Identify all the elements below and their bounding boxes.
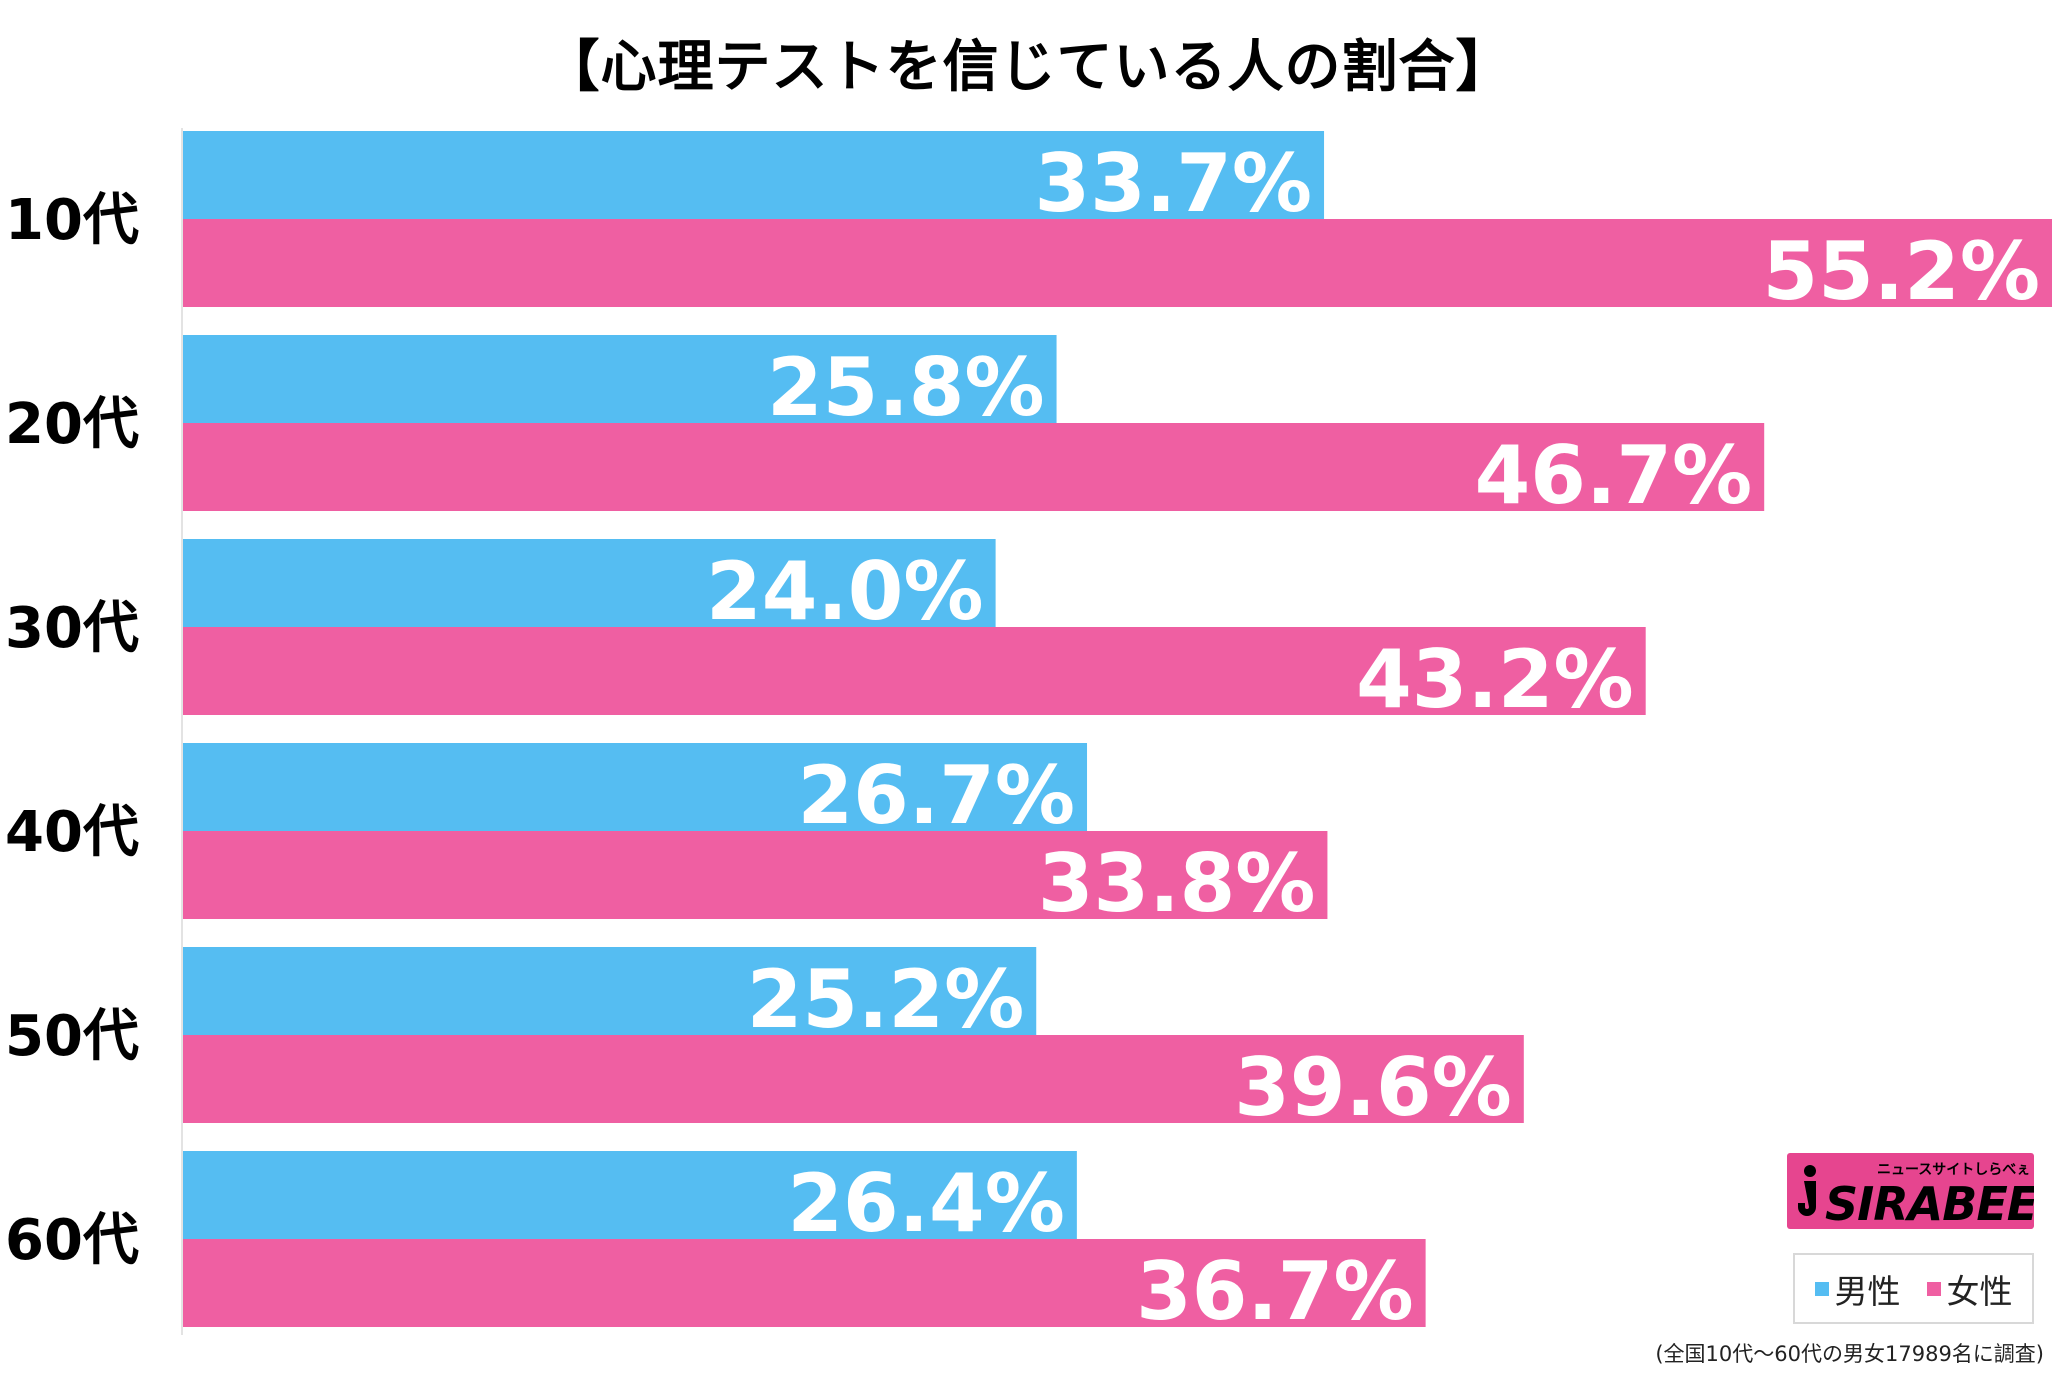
bar-female-4	[183, 831, 1328, 919]
bar-female-2	[183, 423, 1765, 511]
bar-male-5	[183, 947, 1037, 1035]
legend-label-female: 女性	[1946, 1271, 2013, 1311]
value-label-male-5: 25.2%	[747, 953, 1025, 1046]
bar-female-1	[183, 219, 2052, 307]
bar-male-6	[183, 1151, 1077, 1239]
value-label-female-4: 33.8%	[1038, 837, 1316, 930]
value-label-female-2: 46.7%	[1475, 429, 1753, 522]
legend-item-male: 男性	[1814, 1265, 1901, 1313]
logo-text: SIRABEE	[1825, 1177, 2034, 1229]
bar-male-2	[183, 335, 1057, 423]
value-label-male-1: 33.7%	[1034, 137, 1312, 230]
value-label-female-1: 55.2%	[1762, 225, 2040, 318]
chart-title: 【心理テストを信じている人の割合】	[543, 35, 1513, 100]
category-label-6: 60代	[5, 1208, 139, 1273]
bar-female-5	[183, 1035, 1524, 1123]
sirabee-logo: ニュースサイトしらべぇ SIRABEE	[1787, 1153, 2034, 1229]
bar-male-4	[183, 743, 1088, 831]
legend-label-male: 男性	[1834, 1271, 1901, 1311]
value-label-female-3: 43.2%	[1356, 633, 1634, 726]
bar-female-6	[183, 1239, 1426, 1327]
bar-female-3	[183, 627, 1646, 715]
bar-male-1	[183, 131, 1325, 219]
category-label-5: 50代	[5, 1004, 139, 1069]
logo-mark-icon	[1798, 1165, 1816, 1216]
value-label-male-6: 26.4%	[787, 1157, 1065, 1250]
legend: 男性 女性	[1793, 1253, 2034, 1324]
value-label-female-6: 36.7%	[1136, 1245, 1414, 1338]
legend-item-female: 女性	[1926, 1265, 2013, 1313]
value-label-female-5: 39.6%	[1234, 1041, 1512, 1134]
footnote: (全国10代〜60代の男女17989名に調査)	[1655, 1342, 2044, 1366]
value-label-male-4: 26.7%	[797, 749, 1075, 842]
legend-swatch-male	[1814, 1281, 1829, 1296]
bar-male-3	[183, 539, 996, 627]
category-label-2: 20代	[5, 392, 139, 457]
category-label-4: 40代	[5, 800, 139, 865]
category-label-1: 10代	[5, 188, 139, 253]
category-label-3: 30代	[5, 596, 139, 661]
value-label-male-3: 24.0%	[706, 545, 984, 638]
value-label-male-2: 25.8%	[767, 341, 1045, 434]
logo-tagline: ニュースサイトしらべぇ	[1877, 1162, 2031, 1178]
legend-swatch-female	[1926, 1281, 1941, 1296]
